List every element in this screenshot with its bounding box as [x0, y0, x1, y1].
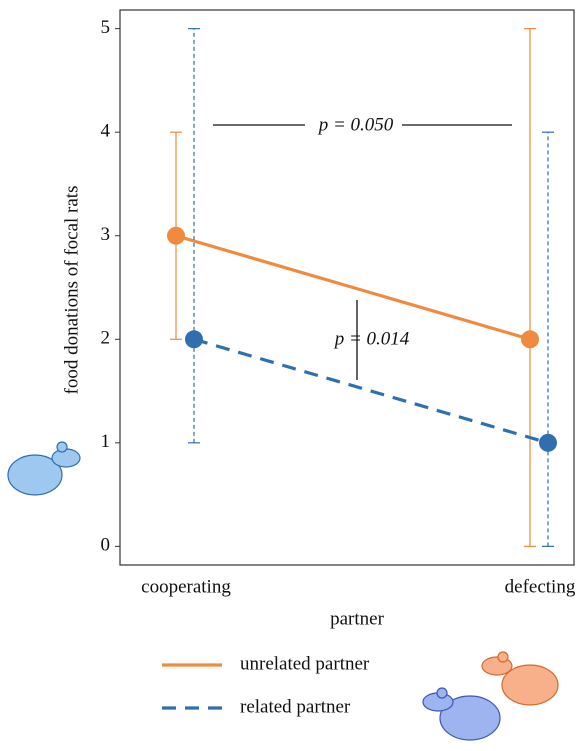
x-axis-label: partner [330, 608, 384, 629]
point [167, 226, 185, 245]
series-line [193, 337, 549, 445]
y-tick-label: 4 [101, 121, 111, 142]
annotation: p = 0.014 [333, 328, 410, 349]
annotation: p = 0.050 [317, 114, 394, 135]
error-bar [524, 28, 536, 547]
y-axis-label: food donations of focal rats [61, 186, 82, 395]
y-tick-label: 0 [101, 535, 111, 556]
y-tick-label: 1 [101, 431, 111, 452]
legend-label: unrelated partner [240, 653, 370, 674]
series-line [175, 234, 531, 341]
y-tick-label: 5 [101, 17, 111, 38]
point [185, 330, 203, 349]
y-tick-label: 3 [101, 224, 111, 245]
point [521, 330, 539, 349]
error-bar [188, 28, 200, 444]
x-tick-label: defecting [505, 576, 576, 597]
y-tick-label: 2 [101, 328, 111, 349]
legend-label: related partner [240, 696, 351, 717]
point [539, 433, 557, 452]
error-bar [542, 131, 554, 547]
x-tick-label: cooperating [141, 576, 231, 597]
rat-icon [481, 651, 559, 706]
rat-icon [7, 441, 81, 496]
plot-frame [119, 9, 575, 566]
rat-icon [422, 687, 501, 741]
